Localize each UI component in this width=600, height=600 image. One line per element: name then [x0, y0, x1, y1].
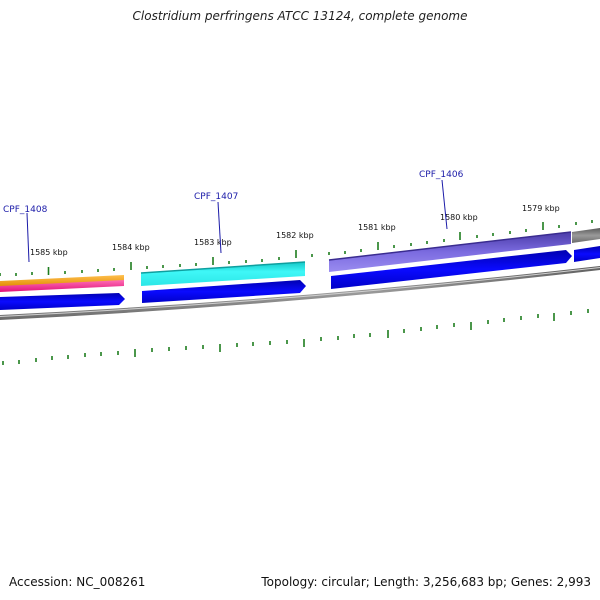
tick-label-1584-kbp: 1584 kbp: [112, 243, 150, 252]
tick-label-1579-kbp: 1579 kbp: [522, 204, 560, 213]
gene-cpf-1406-purple[interactable]: [329, 232, 571, 272]
tick-label-1585-kbp: 1585 kbp: [30, 248, 68, 257]
gene-label-leaders: [26, 179, 448, 263]
map-title: Clostridium perfringens ATCC 13124, comp…: [132, 9, 468, 23]
gene-cpf-1406-purple-edge: [328, 231, 572, 261]
accession-text: Accession: NC_008261: [9, 575, 146, 589]
cds-arrow-4[interactable]: [574, 246, 600, 262]
gene-cpf-1408-orange[interactable]: [0, 275, 124, 287]
feature-track-outer: [0, 228, 600, 292]
cds-arrow-3[interactable]: [331, 250, 572, 289]
gene-next-gray[interactable]: [572, 228, 600, 243]
backbone-ring: [0, 266, 600, 320]
gene-cpf-1407-cyan[interactable]: [141, 262, 305, 286]
tick-label-1583-kbp: 1583 kbp: [194, 238, 232, 247]
gene-cpf-1407-cyan-edge: [140, 261, 306, 274]
backbone-ring-highlight: [0, 267, 600, 317]
gene-label-cpf-1407[interactable]: CPF_1407: [194, 192, 238, 202]
gene-label-cpf-1408[interactable]: CPF_1408: [3, 205, 48, 215]
upper-tick-ruler: [0, 220, 593, 276]
gene-cpf-1408-magenta[interactable]: [0, 280, 124, 292]
tick-label-1581-kbp: 1581 kbp: [358, 223, 396, 232]
cds-track: [0, 246, 600, 310]
tick-label-1580-kbp: 1580 kbp: [440, 213, 478, 222]
topology-text: Topology: circular; Length: 3,256,683 bp…: [261, 575, 591, 589]
cds-arrow-1[interactable]: [0, 293, 125, 310]
tick-label-1582-kbp: 1582 kbp: [276, 231, 314, 240]
lower-tick-ruler: [2, 309, 589, 365]
cds-arrow-2[interactable]: [142, 280, 306, 303]
gene-label-cpf-1406[interactable]: CPF_1406: [419, 170, 464, 180]
